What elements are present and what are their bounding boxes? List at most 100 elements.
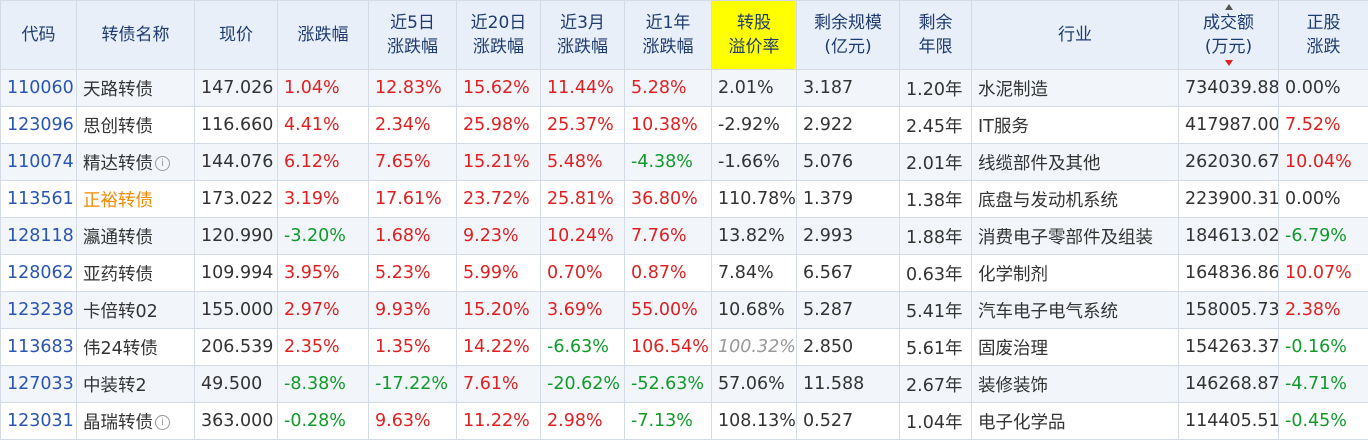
cell-name[interactable]: 晶瑞转债 i: [76, 402, 195, 440]
cell-volume: 154263.37: [1178, 328, 1279, 366]
header-chg3m[interactable]: 近3月 涨跌幅: [540, 0, 625, 70]
term-value: 1.04年: [906, 412, 963, 433]
cell-code[interactable]: 113683: [0, 328, 77, 366]
cell-chg5: 1.68%: [368, 217, 457, 255]
scale-value: 5.076: [803, 152, 854, 172]
cell-code[interactable]: 123096: [0, 106, 77, 144]
chg1y-value: -7.13%: [631, 411, 693, 431]
info-icon[interactable]: i: [155, 415, 170, 430]
header-chg20[interactable]: 近20日 涨跌幅: [456, 0, 541, 70]
table-row[interactable]: 110074 精达转债 i 144.076 6.12% 7.65% 15.21% 5.48% -…: [0, 143, 1368, 181]
table-row[interactable]: 123096 思创转债 116.660 4.41% 2.34% 25.98% 25.37% 1…: [0, 106, 1368, 144]
table-row[interactable]: 123031 晶瑞转债 i 363.000 -0.28% 9.63% 11.22% 2.98%…: [0, 402, 1368, 440]
cell-stock: 2.38%: [1278, 291, 1368, 329]
cell-code[interactable]: 128118: [0, 217, 77, 255]
term-value: 5.61年: [906, 338, 963, 359]
cell-code[interactable]: 127033: [0, 365, 77, 403]
cell-chg: 2.35%: [277, 328, 369, 366]
stock-value: -6.79%: [1285, 226, 1347, 246]
info-icon[interactable]: i: [155, 156, 170, 171]
stock-value: 2.38%: [1285, 300, 1341, 320]
cell-name[interactable]: 伟24转债: [76, 328, 195, 366]
header-name[interactable]: 转债名称: [76, 0, 195, 70]
stock-value: 7.52%: [1285, 115, 1341, 135]
cell-premium: 13.82%: [711, 217, 797, 255]
cell-chg3m: -20.62%: [540, 365, 625, 403]
cell-name[interactable]: 卡倍转02: [76, 291, 195, 329]
cell-code[interactable]: 123031: [0, 402, 77, 440]
cell-chg3m: 5.48%: [540, 143, 625, 181]
cell-chg5: 12.83%: [368, 69, 457, 107]
header-industry[interactable]: 行业: [971, 0, 1179, 70]
header-price[interactable]: 现价: [194, 0, 278, 70]
header-chg[interactable]: 涨跌幅: [277, 0, 369, 70]
table-row[interactable]: 113561 正裕转债 173.022 3.19% 17.61% 23.72% 25.81%…: [0, 180, 1368, 218]
cell-chg1y: 10.38%: [624, 106, 712, 144]
sort-desc-icon[interactable]: [1224, 60, 1233, 66]
header-term[interactable]: 剩余 年限: [899, 0, 972, 70]
table-row[interactable]: 127033 中装转2 49.500 -8.38% -17.22% 7.61% -20.62…: [0, 365, 1368, 403]
cell-name[interactable]: 天路转债: [76, 69, 195, 107]
stock-value: 10.07%: [1285, 263, 1352, 283]
sort-asc-icon[interactable]: [1224, 4, 1233, 10]
code-value: 113561: [7, 189, 74, 209]
cell-code[interactable]: 113561: [0, 180, 77, 218]
cell-chg20: 5.99%: [456, 254, 541, 292]
code-value: 128118: [7, 226, 74, 246]
cell-name[interactable]: 精达转债 i: [76, 143, 195, 181]
cell-name[interactable]: 思创转债: [76, 106, 195, 144]
header-stock[interactable]: 正股 涨跌: [1278, 0, 1368, 70]
cell-name[interactable]: 瀛通转债: [76, 217, 195, 255]
cell-term: 1.20年: [899, 69, 972, 107]
cell-industry: 装修装饰: [971, 365, 1179, 403]
cell-code[interactable]: 123238: [0, 291, 77, 329]
price-value: 173.022: [201, 189, 274, 209]
cell-premium: -2.92%: [711, 106, 797, 144]
cell-chg: 3.19%: [277, 180, 369, 218]
cell-stock: 7.52%: [1278, 106, 1368, 144]
cell-code[interactable]: 110060: [0, 69, 77, 107]
header-code[interactable]: 代码: [0, 0, 77, 70]
cell-term: 2.45年: [899, 106, 972, 144]
cell-volume: 164836.86: [1178, 254, 1279, 292]
cell-chg: 4.41%: [277, 106, 369, 144]
code-value: 123096: [7, 115, 74, 135]
cell-scale: 5.287: [796, 291, 900, 329]
table-row[interactable]: 110060 天路转债 147.026 1.04% 12.83% 15.62% 11.44%…: [0, 69, 1368, 107]
table-body: 110060 天路转债 147.026 1.04% 12.83% 15.62% 11.44%…: [0, 69, 1368, 440]
cell-name[interactable]: 亚药转债: [76, 254, 195, 292]
header-volume[interactable]: 成交额 (万元): [1178, 0, 1279, 70]
cell-chg20: 15.62%: [456, 69, 541, 107]
table-row[interactable]: 128118 瀛通转债 120.990 -3.20% 1.68% 9.23% 10.24% 7…: [0, 217, 1368, 255]
cell-scale: 1.379: [796, 180, 900, 218]
table-row[interactable]: 123238 卡倍转02 155.000 2.97% 9.93% 15.20% 3.69% 5…: [0, 291, 1368, 329]
cell-name[interactable]: 中装转2: [76, 365, 195, 403]
price-value: 116.660: [201, 115, 274, 135]
term-value: 2.01年: [906, 153, 963, 174]
code-value: 123031: [7, 411, 74, 431]
cell-code[interactable]: 110074: [0, 143, 77, 181]
price-value: 109.994: [201, 263, 274, 283]
code-value: 113683: [7, 337, 74, 357]
chg1y-value: 106.54%: [631, 337, 709, 357]
cell-industry: 底盘与发动机系统: [971, 180, 1179, 218]
cell-premium: 7.84%: [711, 254, 797, 292]
price-value: 147.026: [201, 78, 274, 98]
chg3m-value: 0.70%: [547, 263, 603, 283]
price-value: 144.076: [201, 152, 274, 172]
table-row[interactable]: 113683 伟24转债 206.539 2.35% 1.35% 14.22% -6.63%…: [0, 328, 1368, 366]
header-scale[interactable]: 剩余规模 (亿元): [796, 0, 900, 70]
chg-value: -8.38%: [284, 374, 346, 394]
cell-premium: 57.06%: [711, 365, 797, 403]
cell-name[interactable]: 正裕转债: [76, 180, 195, 218]
cell-chg: 3.95%: [277, 254, 369, 292]
cell-code[interactable]: 128062: [0, 254, 77, 292]
header-chg1y[interactable]: 近1年 涨跌幅: [624, 0, 712, 70]
price-value: 206.539: [201, 337, 274, 357]
table-row[interactable]: 128062 亚药转债 109.994 3.95% 5.23% 5.99% 0.70% 0.8…: [0, 254, 1368, 292]
header-chg5[interactable]: 近5日 涨跌幅: [368, 0, 457, 70]
stock-value: 0.00%: [1285, 189, 1341, 209]
cell-scale: 5.076: [796, 143, 900, 181]
header-premium[interactable]: 转股 溢价率: [711, 0, 797, 70]
